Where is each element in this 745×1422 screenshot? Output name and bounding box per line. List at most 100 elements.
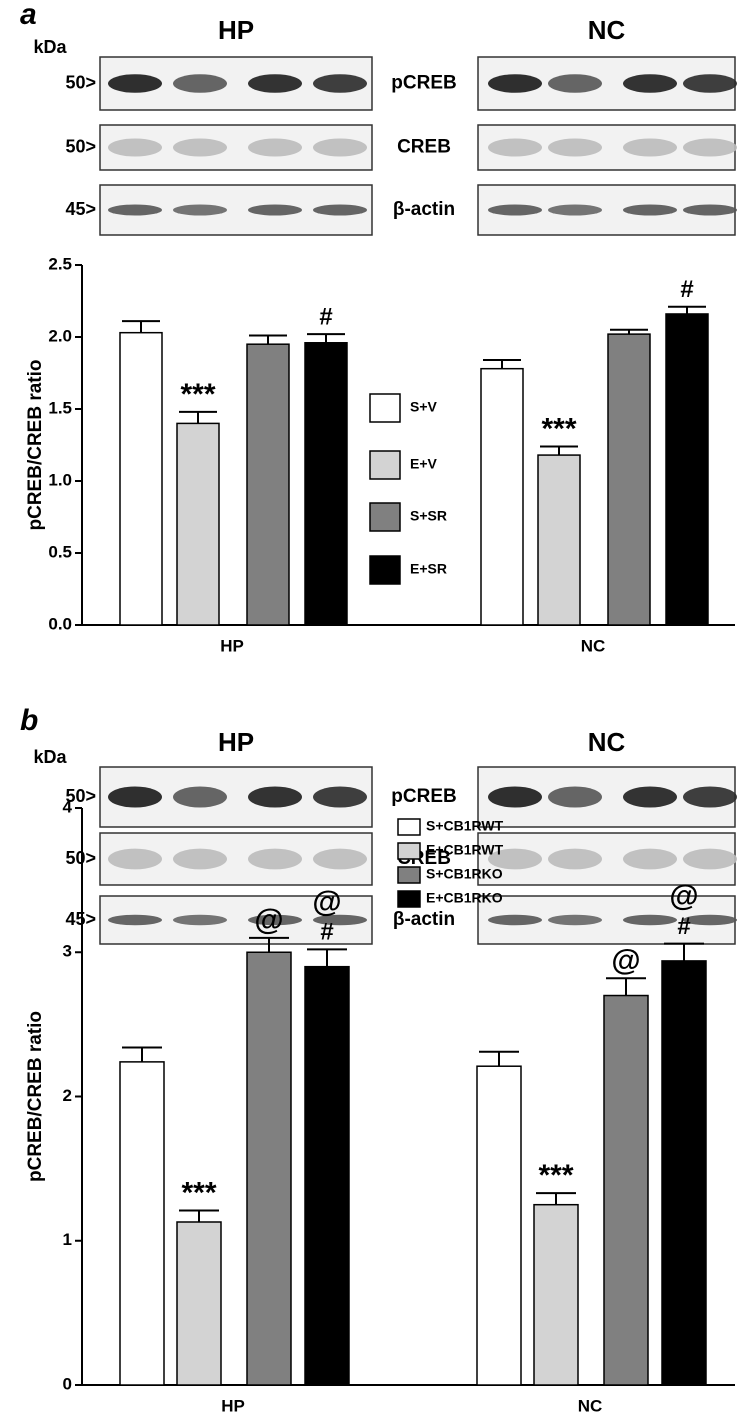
bar <box>119 331 163 626</box>
significance-label: # <box>680 276 693 303</box>
legend-label: S+CB1RWT <box>426 818 504 834</box>
panel-label: a <box>20 0 37 31</box>
bar <box>665 313 709 626</box>
blot-band <box>548 138 602 157</box>
blot-band <box>683 74 737 93</box>
blot-band <box>108 204 162 216</box>
legend-swatch <box>397 890 421 908</box>
significance-label: *** <box>180 378 215 411</box>
y-tick-label: 0 <box>63 1374 72 1393</box>
legend-swatch <box>397 818 421 836</box>
bar <box>533 1203 579 1386</box>
marker-label: 50> <box>65 786 96 806</box>
bar <box>119 1061 165 1386</box>
blot-band <box>313 914 367 926</box>
bar <box>176 1221 222 1386</box>
blot-band <box>248 74 302 93</box>
legend-label: S+V <box>410 399 438 415</box>
blot-band <box>248 204 302 216</box>
significance-label: *** <box>181 1176 216 1209</box>
blot-band <box>548 204 602 216</box>
marker-label: 45> <box>65 199 96 219</box>
row-label: β-actin <box>393 909 455 930</box>
blot-band <box>248 848 302 870</box>
blot-band <box>548 914 602 926</box>
blot-band <box>173 914 227 926</box>
blot-band <box>683 786 737 808</box>
blot-band <box>623 138 677 157</box>
bar <box>476 1065 522 1386</box>
group-label: HP <box>218 727 254 757</box>
legend-swatch <box>397 842 421 860</box>
y-tick-label: 2 <box>63 1086 72 1105</box>
blot-band <box>108 74 162 93</box>
legend-swatch <box>369 450 401 480</box>
blot-band <box>488 786 542 808</box>
legend-label: S+CB1RKO <box>426 866 503 882</box>
marker-label: 50> <box>65 848 96 868</box>
y-tick-label: 1 <box>63 1230 72 1249</box>
legend-swatch <box>369 393 401 423</box>
blot-band <box>488 204 542 216</box>
marker-label: 50> <box>65 136 96 156</box>
bar <box>304 342 348 626</box>
blot-band <box>548 786 602 808</box>
y-tick-label: 1.5 <box>48 398 72 417</box>
legend-label: E+CB1RWT <box>426 842 504 858</box>
group-label: NC <box>588 15 626 45</box>
blot-band <box>108 786 162 808</box>
blot-band <box>623 204 677 216</box>
bar <box>537 454 581 626</box>
legend-swatch <box>369 502 401 532</box>
blot-band <box>173 138 227 157</box>
blot-band <box>108 848 162 870</box>
bar <box>607 333 651 626</box>
legend-swatch <box>369 555 401 585</box>
row-label: pCREB <box>391 73 456 94</box>
blot-band <box>313 138 367 157</box>
blot-band <box>248 914 302 926</box>
blot-band <box>488 848 542 870</box>
significance-label: @ <box>312 885 341 918</box>
panel-label: b <box>20 704 38 737</box>
y-tick-label: 0.5 <box>48 542 72 561</box>
blot-band <box>488 74 542 93</box>
legend-label: E+CB1RKO <box>426 890 503 906</box>
group-label: NC <box>588 727 626 757</box>
blot-band <box>313 848 367 870</box>
bar <box>480 367 524 626</box>
unit-label: kDa <box>33 747 67 767</box>
row-label: CREB <box>397 137 451 158</box>
blot-band <box>108 914 162 926</box>
legend-swatch <box>397 866 421 884</box>
significance-label: *** <box>538 1159 573 1192</box>
blot-band <box>488 138 542 157</box>
y-tick-label: 0.0 <box>48 614 72 633</box>
bar <box>246 343 290 626</box>
blot-band <box>548 848 602 870</box>
x-tick-label: NC <box>581 636 606 655</box>
y-axis-label: pCREB/CREB ratio <box>25 359 46 530</box>
y-tick-label: 2.5 <box>48 254 72 273</box>
group-label: HP <box>218 15 254 45</box>
marker-label: 50> <box>65 72 96 92</box>
x-tick-label: NC <box>578 1396 603 1415</box>
significance-label: # <box>320 919 333 946</box>
blot-band <box>173 204 227 216</box>
legend-label: E+V <box>410 456 438 472</box>
blot-band <box>173 848 227 870</box>
significance-label: # <box>677 913 690 940</box>
y-tick-label: 1.0 <box>48 470 72 489</box>
row-label: pCREB <box>391 786 456 807</box>
y-tick-label: 4 <box>63 797 73 816</box>
blot-band <box>683 138 737 157</box>
marker-label: 45> <box>65 909 96 929</box>
y-tick-label: 3 <box>63 942 72 961</box>
bar <box>603 994 649 1386</box>
significance-label: @ <box>254 904 283 937</box>
bar <box>246 951 292 1386</box>
blot-band <box>248 138 302 157</box>
bar <box>176 422 220 626</box>
blot-band <box>313 786 367 808</box>
blot-band <box>683 204 737 216</box>
